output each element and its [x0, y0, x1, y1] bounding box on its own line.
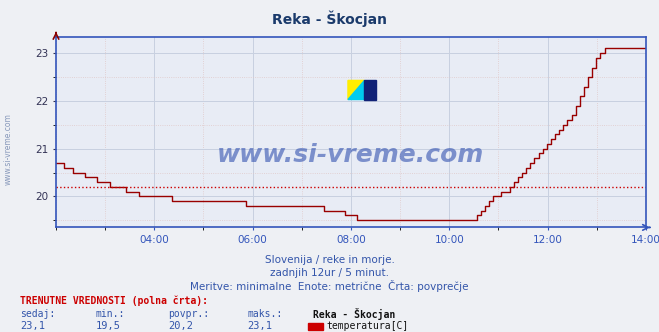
Text: sedaj:: sedaj: — [20, 309, 55, 319]
Text: TRENUTNE VREDNOSTI (polna črta):: TRENUTNE VREDNOSTI (polna črta): — [20, 296, 208, 306]
Text: maks.:: maks.: — [247, 309, 282, 319]
Text: Reka - Škocjan: Reka - Škocjan — [313, 308, 395, 320]
Text: min.:: min.: — [96, 309, 125, 319]
Text: temperatura[C]: temperatura[C] — [326, 321, 409, 331]
Text: Reka - Škocjan: Reka - Škocjan — [272, 10, 387, 27]
Text: 23,1: 23,1 — [20, 321, 45, 331]
Text: zadnjih 12ur / 5 minut.: zadnjih 12ur / 5 minut. — [270, 268, 389, 278]
Text: 19,5: 19,5 — [96, 321, 121, 331]
Text: Slovenija / reke in morje.: Slovenija / reke in morje. — [264, 255, 395, 265]
Text: Meritve: minimalne  Enote: metrične  Črta: povprečje: Meritve: minimalne Enote: metrične Črta:… — [190, 280, 469, 292]
Text: www.si-vreme.com: www.si-vreme.com — [217, 143, 484, 167]
Text: 20,2: 20,2 — [168, 321, 193, 331]
Text: povpr.:: povpr.: — [168, 309, 209, 319]
Polygon shape — [348, 80, 364, 100]
Bar — [364, 80, 376, 100]
Text: www.si-vreme.com: www.si-vreme.com — [3, 114, 13, 185]
Polygon shape — [348, 80, 364, 100]
Text: 23,1: 23,1 — [247, 321, 272, 331]
